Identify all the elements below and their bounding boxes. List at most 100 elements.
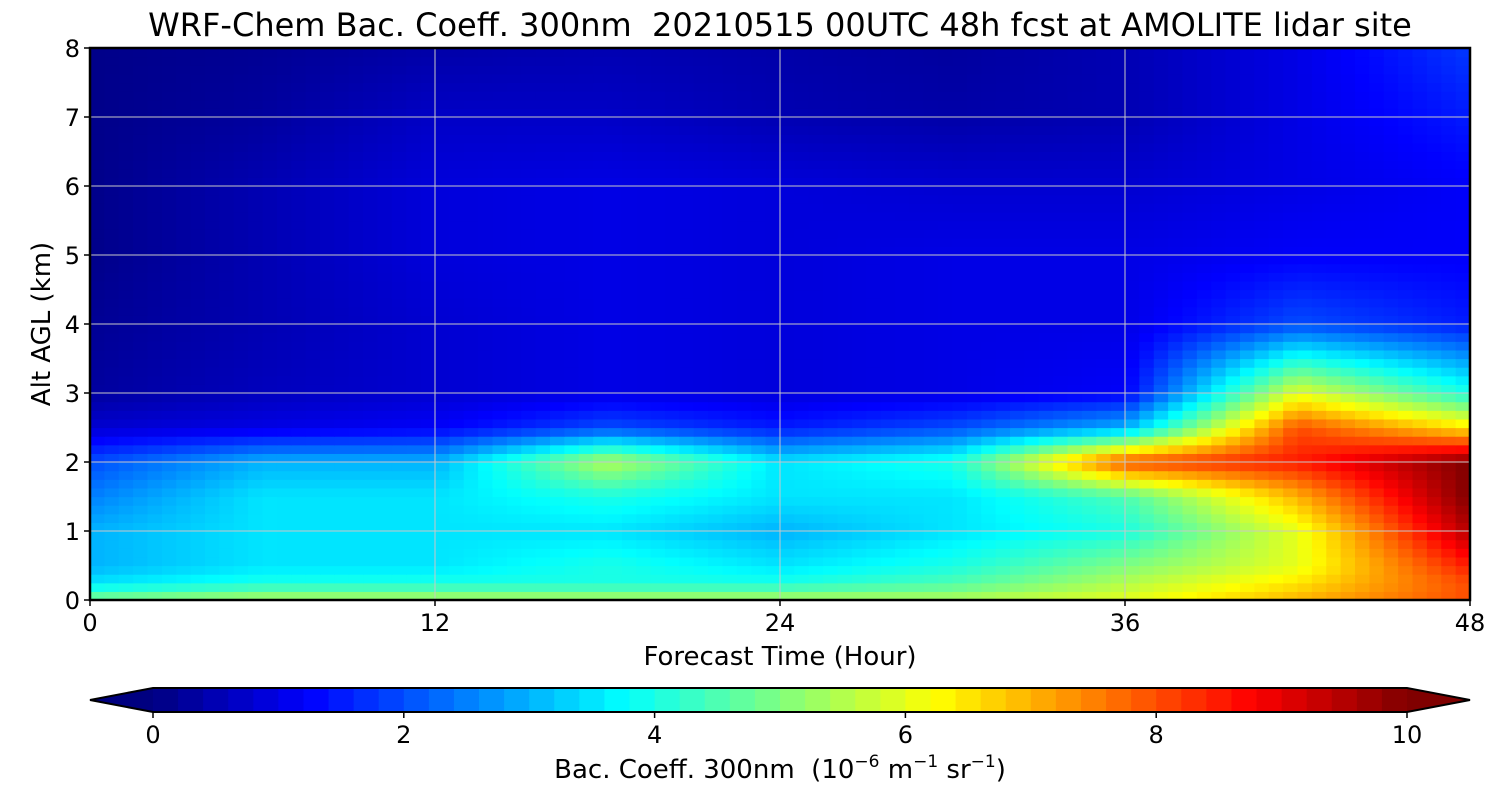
heatmap-cell (1211, 151, 1227, 161)
heatmap-cell (1196, 272, 1212, 282)
heatmap-cell (808, 151, 824, 161)
heatmap-cell (1412, 436, 1428, 446)
heatmap-cell (665, 367, 680, 377)
heatmap-cell (1426, 186, 1442, 196)
heatmap-cell (1053, 177, 1069, 187)
heatmap-cell (708, 427, 724, 437)
heatmap-cell (895, 220, 910, 230)
heatmap-cell (578, 591, 594, 601)
heatmap-cell (1398, 462, 1414, 472)
heatmap-cell (895, 462, 910, 472)
heatmap-cell (866, 255, 882, 265)
heatmap-cell (90, 513, 105, 523)
heatmap-cell (1053, 272, 1069, 282)
heatmap-cell (607, 315, 623, 325)
heatmap-cell (291, 255, 307, 265)
heatmap-cell (276, 410, 292, 420)
heatmap-cell (851, 393, 867, 403)
heatmap-cell (133, 341, 149, 351)
heatmap-cell (1412, 186, 1428, 196)
heatmap-cell (995, 548, 1011, 558)
heatmap-cell (406, 341, 422, 351)
heatmap-cell (636, 375, 652, 385)
heatmap-cell (1240, 229, 1255, 239)
heatmap-cell (995, 462, 1011, 472)
heatmap-cell (406, 160, 422, 170)
heatmap-cell (406, 151, 422, 161)
heatmap-cell (938, 272, 954, 282)
heatmap-cell (1412, 410, 1428, 420)
heatmap-cell (334, 436, 350, 446)
heatmap-cell (176, 393, 192, 403)
heatmap-cell (176, 565, 192, 575)
heatmap-cell (104, 513, 120, 523)
heatmap-cell (895, 496, 910, 506)
heatmap-cell (1182, 306, 1198, 316)
heatmap-cell (449, 531, 465, 541)
heatmap-cell (837, 203, 853, 213)
heatmap-cell (233, 194, 249, 204)
heatmap-cell (607, 263, 623, 273)
heatmap-cell (1412, 298, 1428, 308)
heatmap-cell (693, 574, 709, 584)
heatmap-cell (650, 574, 666, 584)
heatmap-cell (291, 513, 307, 523)
heatmap-cell (377, 418, 393, 429)
heatmap-cell (981, 462, 997, 472)
heatmap-cell (233, 255, 249, 265)
heatmap-cell (363, 410, 379, 420)
heatmap-cell (895, 539, 910, 549)
heatmap-cell (449, 237, 465, 247)
heatmap-cell (1125, 332, 1140, 342)
heatmap-cell (923, 375, 939, 385)
heatmap-cell (1010, 237, 1025, 247)
heatmap-cell (190, 280, 206, 291)
heatmap-cell (722, 324, 738, 334)
heatmap-cell (780, 220, 795, 230)
heatmap-cell (1268, 539, 1284, 549)
heatmap-cell (1010, 272, 1025, 282)
heatmap-cell (751, 203, 767, 213)
heatmap-cell (823, 410, 839, 420)
heatmap-cell (708, 496, 724, 506)
heatmap-cell (1441, 496, 1457, 506)
heatmap-cell (219, 401, 235, 411)
heatmap-cell (794, 410, 810, 420)
heatmap-cell (377, 177, 393, 187)
heatmap-cell (1010, 384, 1025, 394)
heatmap-cell (636, 418, 652, 429)
heatmap-cell (190, 496, 206, 506)
heatmap-cell (248, 410, 264, 420)
heatmap-cell (478, 246, 494, 256)
heatmap-cell (1168, 531, 1184, 541)
heatmap-cell (808, 479, 824, 489)
heatmap-cell (463, 574, 479, 584)
heatmap-cell (1024, 565, 1040, 575)
heatmap-cell (550, 531, 565, 541)
heatmap-cell (1455, 220, 1471, 230)
heatmap-cell (995, 246, 1011, 256)
heatmap-cell (765, 229, 781, 239)
heatmap-cell (751, 220, 767, 230)
heatmap-cell (1398, 539, 1414, 549)
heatmap-cell (1110, 237, 1126, 247)
heatmap-cell (708, 470, 724, 480)
heatmap-cell (1426, 539, 1442, 549)
heatmap-cell (1283, 496, 1299, 506)
heatmap-cell (895, 272, 910, 282)
heatmap-cell (1369, 591, 1385, 601)
heatmap-cell (995, 513, 1011, 523)
heatmap-cell (765, 237, 781, 247)
heatmap-cell (248, 255, 264, 265)
heatmap-cell (607, 186, 623, 196)
heatmap-cell (1053, 418, 1069, 429)
heatmap-cell (995, 556, 1011, 567)
heatmap-cell (952, 332, 968, 342)
heatmap-cell (506, 531, 522, 541)
heatmap-cell (190, 324, 206, 334)
heatmap-cell (1326, 229, 1342, 239)
heatmap-cell (1081, 332, 1097, 342)
heatmap-cell (118, 341, 134, 351)
heatmap-cell (966, 384, 982, 394)
heatmap-cell (535, 367, 551, 377)
